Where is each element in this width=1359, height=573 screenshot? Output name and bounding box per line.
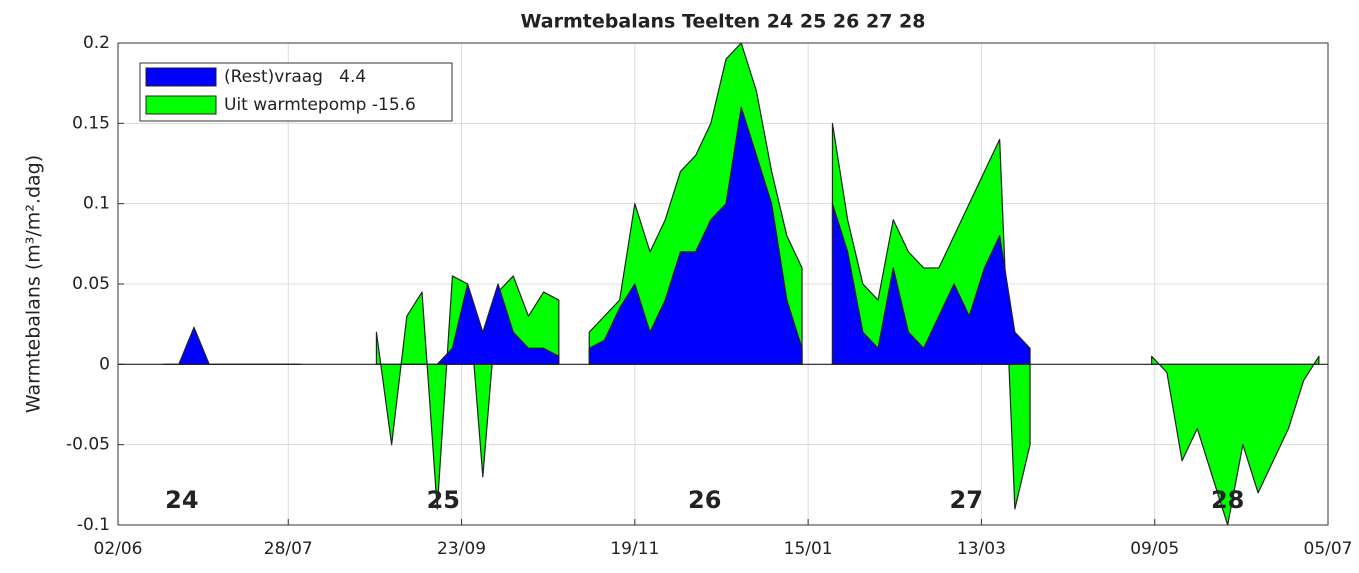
y-tick-label: 0.15 xyxy=(72,113,110,133)
y-tick-label: -0.05 xyxy=(66,435,110,455)
x-tick-label: 15/01 xyxy=(784,539,833,559)
annotation: 25 xyxy=(427,486,460,514)
y-tick-label: 0 xyxy=(99,354,110,374)
y-tick-label: 0.2 xyxy=(83,33,110,53)
x-tick-label: 23/09 xyxy=(437,539,486,559)
plot-frame xyxy=(117,42,1329,526)
legend-swatch xyxy=(145,67,217,87)
annotation: 28 xyxy=(1211,486,1244,514)
y-tick-label: 0.1 xyxy=(83,194,110,214)
x-tick-label: 09/05 xyxy=(1130,539,1179,559)
legend-label: Uit warmtepomp -15.6 xyxy=(224,95,416,115)
chart-title: Warmtebalans Teelten 24 25 26 27 28 xyxy=(521,11,926,33)
x-tick-label: 05/07 xyxy=(1304,539,1353,559)
x-tick-label: 28/07 xyxy=(264,539,313,559)
legend-swatch xyxy=(145,95,217,115)
x-tick-label: 19/11 xyxy=(610,539,659,559)
x-tick-label: 02/06 xyxy=(94,539,143,559)
annotation: 26 xyxy=(688,486,721,514)
y-tick-label: -0.1 xyxy=(77,515,110,535)
y-tick-label: 0.05 xyxy=(72,274,110,294)
y-axis-label: Warmtebalans (m³/m².dag) xyxy=(23,155,45,413)
x-tick-label: 13/03 xyxy=(957,539,1006,559)
annotation: 27 xyxy=(950,486,983,514)
annotation: 24 xyxy=(165,486,198,514)
legend-label: (Rest)vraag 4.4 xyxy=(224,67,366,87)
